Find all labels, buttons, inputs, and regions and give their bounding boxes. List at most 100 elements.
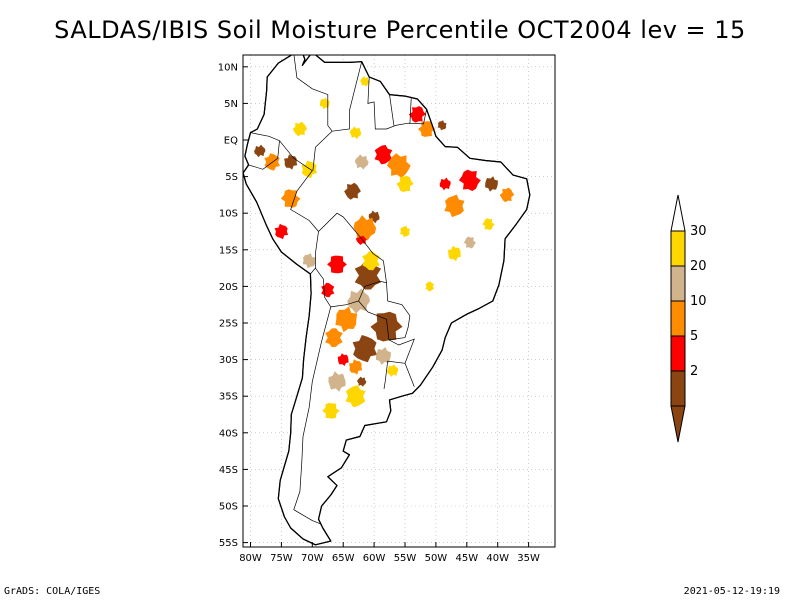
percentile-patch — [319, 97, 330, 110]
country-border — [332, 61, 363, 132]
footer-credit: GrADS: COLA/IGES — [4, 586, 101, 597]
percentile-patch — [327, 255, 347, 274]
footer-timestamp: 2021-05-12-19:19 — [683, 586, 780, 597]
percentile-patch — [482, 218, 495, 230]
percentile-patch — [264, 153, 280, 171]
percentile-patch — [349, 359, 363, 375]
percentile-patch — [447, 245, 461, 262]
lat-tick-label: 5N — [224, 99, 238, 110]
lat-tick-label: 45S — [219, 465, 238, 476]
map-title: SALDAS/IBIS Soil Moisture Percentile OCT… — [54, 16, 746, 44]
lon-tick-label: 40W — [486, 553, 509, 564]
percentile-patch — [322, 403, 340, 419]
percentile-patch — [370, 311, 403, 342]
percentile-patch — [328, 371, 346, 392]
percentile-patch — [354, 154, 369, 170]
country-border — [293, 306, 332, 525]
legend-bottom-arrow — [670, 405, 686, 443]
percentile-patch — [400, 225, 410, 238]
color-legend: 30 20 10 5 2 — [670, 194, 707, 443]
percentile-patch — [444, 194, 465, 218]
lat-tick-label: 10N — [218, 62, 238, 73]
legend-swatch — [670, 335, 686, 372]
legend-label: 2 — [690, 364, 698, 379]
longitude-axis: 80W 75W 70W 65W 60W 55W 50W 45W 40W 35W — [239, 542, 540, 564]
percentile-patch — [463, 236, 476, 249]
percentile-patch — [354, 261, 382, 290]
percentile-patch — [337, 353, 349, 366]
percentile-patch — [352, 335, 378, 363]
lat-tick-label: 50S — [219, 502, 238, 513]
percentile-patch — [335, 306, 358, 333]
legend-label: 20 — [690, 259, 707, 274]
legend-label: 5 — [690, 329, 698, 344]
lat-tick-label: 25S — [219, 319, 238, 330]
percentile-patch — [396, 175, 414, 193]
percentile-patch — [362, 251, 380, 271]
country-border — [388, 338, 415, 387]
percentile-patch — [499, 187, 515, 203]
percentile-patch — [425, 281, 435, 292]
legend-swatch — [670, 265, 686, 302]
legend-swatch — [670, 300, 686, 337]
percentile-patch — [301, 160, 317, 179]
percentile-patch — [386, 153, 411, 178]
percentile-patch — [360, 76, 370, 87]
percentile-patch — [345, 385, 366, 408]
south-america-landmass — [243, 55, 531, 546]
country-border — [315, 267, 332, 308]
percentile-patch — [292, 121, 308, 137]
percentile-patch — [458, 169, 481, 191]
lon-tick-label: 60W — [363, 553, 386, 564]
country-border — [383, 360, 406, 389]
percentile-patch — [485, 176, 498, 192]
percentile-patch — [374, 144, 393, 165]
legend-label: 10 — [690, 294, 707, 309]
percentile-patch — [280, 189, 301, 208]
country-border — [293, 55, 333, 132]
lon-tick-label: 70W — [301, 553, 324, 564]
lat-tick-label: 15S — [219, 245, 238, 256]
percentile-patch — [437, 120, 447, 131]
lon-tick-label: 35W — [517, 553, 540, 564]
lat-tick-label: EQ — [224, 136, 238, 147]
percentile-patch — [274, 223, 289, 240]
lat-tick-label: 20S — [219, 282, 238, 293]
country-border — [358, 282, 411, 341]
country-borders — [248, 55, 427, 525]
percentile-patch — [350, 126, 362, 140]
legend-swatch — [670, 370, 686, 407]
country-border — [389, 94, 395, 126]
country-border — [318, 212, 387, 284]
percentile-patch — [302, 253, 316, 269]
percentile-patch — [387, 364, 399, 377]
coastline — [243, 55, 531, 546]
latitude-axis: 10N 5N EQ 5S 10S 15S 20S 25S 30S 35S 40S 45S 50S 55S — [218, 62, 248, 549]
lat-tick-label: 10S — [219, 209, 238, 220]
legend-swatch — [670, 230, 686, 267]
country-border — [279, 140, 319, 275]
lat-tick-label: 30S — [219, 355, 238, 366]
percentile-patch — [418, 121, 436, 137]
percentile-patch — [375, 347, 391, 365]
percentile-patch — [353, 215, 377, 241]
legend-label: 30 — [690, 224, 707, 239]
percentile-patch — [357, 376, 367, 387]
lon-tick-label: 45W — [455, 553, 478, 564]
lon-tick-label: 65W — [332, 553, 355, 564]
country-border — [312, 130, 333, 171]
percentile-patch — [325, 328, 343, 348]
percentile-patch — [408, 106, 426, 123]
lat-tick-label: 5S — [225, 172, 238, 183]
legend-top-arrow — [670, 194, 686, 232]
percentile-patch — [254, 144, 266, 158]
lat-tick-label: 40S — [219, 428, 238, 439]
lon-tick-label: 50W — [425, 553, 448, 564]
plot-frame — [242, 54, 556, 548]
percentile-patch — [344, 182, 361, 200]
percentile-patch — [439, 177, 451, 191]
lon-tick-label: 55W — [394, 553, 417, 564]
country-border — [367, 76, 427, 130]
lon-tick-label: 75W — [270, 553, 293, 564]
